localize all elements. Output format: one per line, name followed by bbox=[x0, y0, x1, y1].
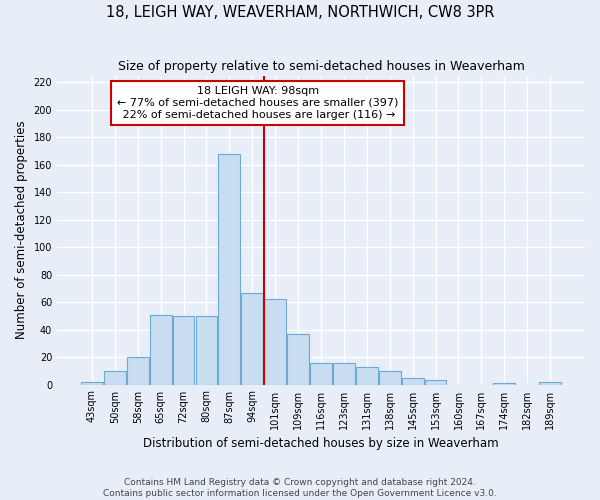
Bar bbox=[333, 362, 355, 384]
Text: Contains HM Land Registry data © Crown copyright and database right 2024.
Contai: Contains HM Land Registry data © Crown c… bbox=[103, 478, 497, 498]
Bar bbox=[150, 314, 172, 384]
X-axis label: Distribution of semi-detached houses by size in Weaverham: Distribution of semi-detached houses by … bbox=[143, 437, 499, 450]
Bar bbox=[104, 371, 126, 384]
Title: Size of property relative to semi-detached houses in Weaverham: Size of property relative to semi-detach… bbox=[118, 60, 524, 73]
Text: 18 LEIGH WAY: 98sqm
← 77% of semi-detached houses are smaller (397)
 22% of semi: 18 LEIGH WAY: 98sqm ← 77% of semi-detach… bbox=[117, 86, 398, 120]
Bar bbox=[402, 378, 424, 384]
Text: 18, LEIGH WAY, WEAVERHAM, NORTHWICH, CW8 3PR: 18, LEIGH WAY, WEAVERHAM, NORTHWICH, CW8… bbox=[106, 5, 494, 20]
Bar bbox=[287, 334, 309, 384]
Bar bbox=[310, 362, 332, 384]
Bar bbox=[493, 383, 515, 384]
Bar bbox=[173, 316, 194, 384]
Bar bbox=[356, 366, 378, 384]
Bar bbox=[218, 154, 240, 384]
Bar bbox=[425, 380, 446, 384]
Bar bbox=[196, 316, 217, 384]
Bar bbox=[127, 357, 149, 384]
Bar bbox=[539, 382, 561, 384]
Bar bbox=[265, 300, 286, 384]
Bar bbox=[379, 371, 401, 384]
Y-axis label: Number of semi-detached properties: Number of semi-detached properties bbox=[15, 120, 28, 340]
Bar bbox=[241, 292, 263, 384]
Bar bbox=[81, 382, 103, 384]
